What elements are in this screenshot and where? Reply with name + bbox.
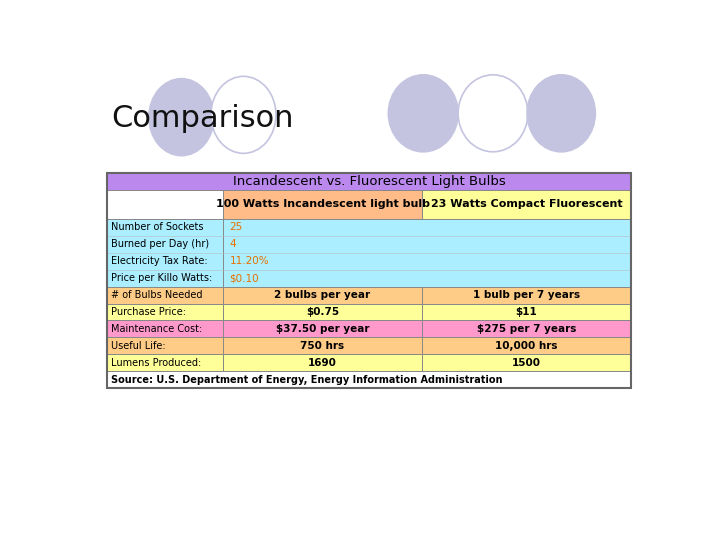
Text: 1 bulb per 7 years: 1 bulb per 7 years (473, 290, 580, 300)
Ellipse shape (388, 75, 458, 152)
Text: $11: $11 (516, 307, 537, 317)
Text: # of Bulbs Needed: # of Bulbs Needed (111, 290, 202, 300)
Text: Useful Life:: Useful Life: (111, 341, 166, 351)
Text: Source: U.S. Department of Energy, Energy Information Administration: Source: U.S. Department of Energy, Energ… (111, 375, 503, 384)
FancyBboxPatch shape (107, 287, 223, 303)
Ellipse shape (211, 76, 276, 153)
FancyBboxPatch shape (223, 338, 422, 354)
Text: 1690: 1690 (308, 358, 337, 368)
FancyBboxPatch shape (107, 372, 631, 388)
FancyBboxPatch shape (223, 303, 422, 320)
FancyBboxPatch shape (107, 303, 223, 320)
FancyBboxPatch shape (107, 190, 223, 219)
FancyBboxPatch shape (223, 190, 422, 219)
FancyBboxPatch shape (107, 320, 223, 338)
FancyBboxPatch shape (422, 190, 631, 219)
Text: 4: 4 (230, 239, 236, 249)
Text: 2 bulbs per year: 2 bulbs per year (274, 290, 371, 300)
FancyBboxPatch shape (422, 354, 631, 372)
FancyBboxPatch shape (422, 320, 631, 338)
Ellipse shape (149, 79, 214, 156)
FancyBboxPatch shape (107, 173, 631, 190)
Ellipse shape (458, 75, 528, 152)
Text: 25: 25 (230, 222, 243, 232)
Text: Electricity Tax Rate:: Electricity Tax Rate: (111, 256, 207, 266)
Text: 23 Watts Compact Fluorescent: 23 Watts Compact Fluorescent (431, 199, 622, 209)
Text: 11.20%: 11.20% (230, 256, 269, 266)
FancyBboxPatch shape (223, 320, 422, 338)
Text: $37.50 per year: $37.50 per year (276, 324, 369, 334)
Ellipse shape (527, 75, 595, 152)
FancyBboxPatch shape (422, 303, 631, 320)
Text: 10,000 hrs: 10,000 hrs (495, 341, 557, 351)
FancyBboxPatch shape (422, 287, 631, 303)
Text: 1500: 1500 (512, 358, 541, 368)
Text: Purchase Price:: Purchase Price: (111, 307, 186, 317)
FancyBboxPatch shape (107, 354, 223, 372)
FancyBboxPatch shape (422, 338, 631, 354)
Text: Price per Killo Watts:: Price per Killo Watts: (111, 273, 212, 283)
Text: $0.10: $0.10 (230, 273, 259, 283)
FancyBboxPatch shape (223, 354, 422, 372)
Text: Burned per Day (hr): Burned per Day (hr) (111, 239, 209, 249)
Text: 750 hrs: 750 hrs (300, 341, 345, 351)
Text: Incandescent vs. Fluorescent Light Bulbs: Incandescent vs. Fluorescent Light Bulbs (233, 174, 505, 187)
Text: $0.75: $0.75 (306, 307, 339, 317)
FancyBboxPatch shape (107, 219, 223, 287)
FancyBboxPatch shape (223, 287, 422, 303)
Text: Comparison: Comparison (112, 104, 294, 133)
Text: Lumens Produced:: Lumens Produced: (111, 358, 201, 368)
Text: $275 per 7 years: $275 per 7 years (477, 324, 576, 334)
FancyBboxPatch shape (223, 219, 631, 287)
Text: 100 Watts Incandescent light bulb: 100 Watts Incandescent light bulb (215, 199, 430, 209)
Text: Number of Sockets: Number of Sockets (111, 222, 204, 232)
FancyBboxPatch shape (107, 338, 223, 354)
Text: Maintenance Cost:: Maintenance Cost: (111, 324, 202, 334)
